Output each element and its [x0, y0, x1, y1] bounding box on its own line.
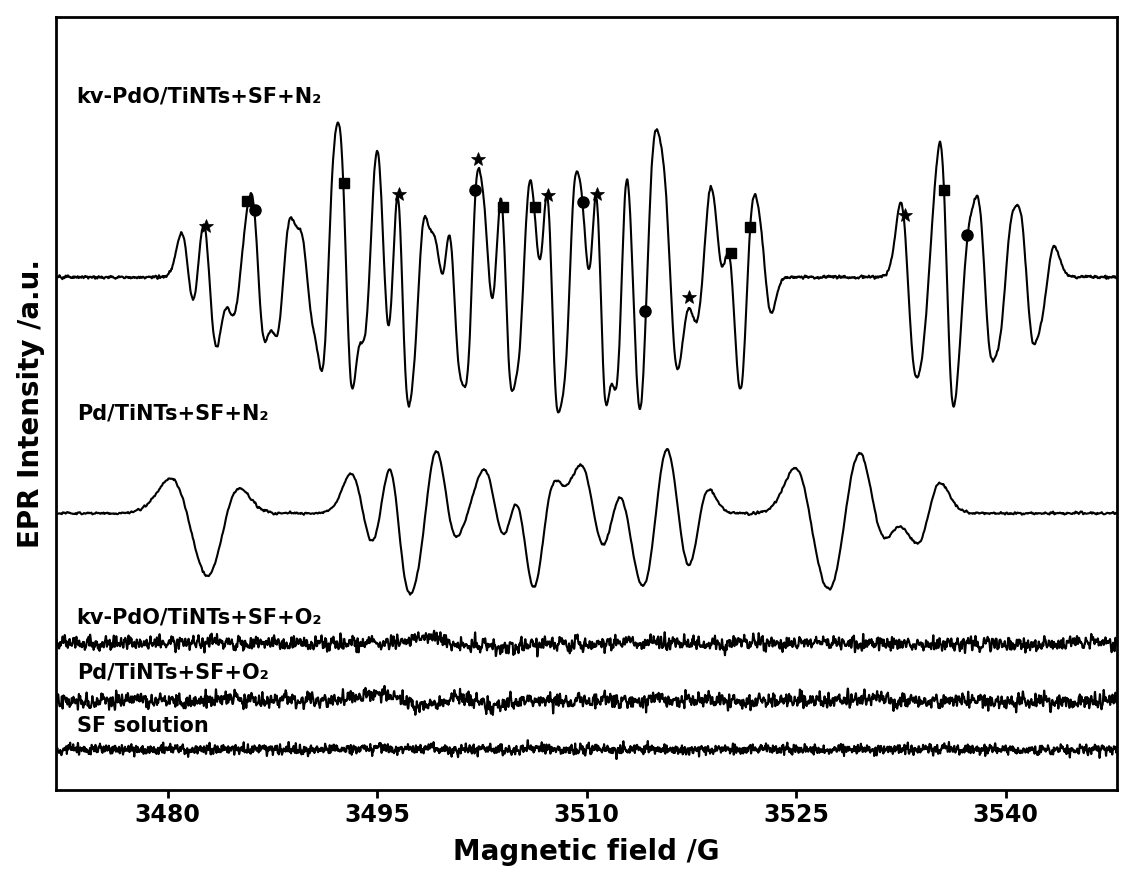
- Y-axis label: EPR Intensity /a.u.: EPR Intensity /a.u.: [17, 259, 44, 547]
- Text: Pd/TiNTs+SF+N₂: Pd/TiNTs+SF+N₂: [77, 404, 269, 424]
- Text: Pd/TiNTs+SF+O₂: Pd/TiNTs+SF+O₂: [77, 662, 269, 683]
- X-axis label: Magnetic field /G: Magnetic field /G: [454, 838, 720, 866]
- Text: kv-PdO/TiNTs+SF+N₂: kv-PdO/TiNTs+SF+N₂: [77, 87, 322, 106]
- Text: SF solution: SF solution: [77, 716, 209, 736]
- Text: kv-PdO/TiNTs+SF+O₂: kv-PdO/TiNTs+SF+O₂: [77, 608, 322, 627]
